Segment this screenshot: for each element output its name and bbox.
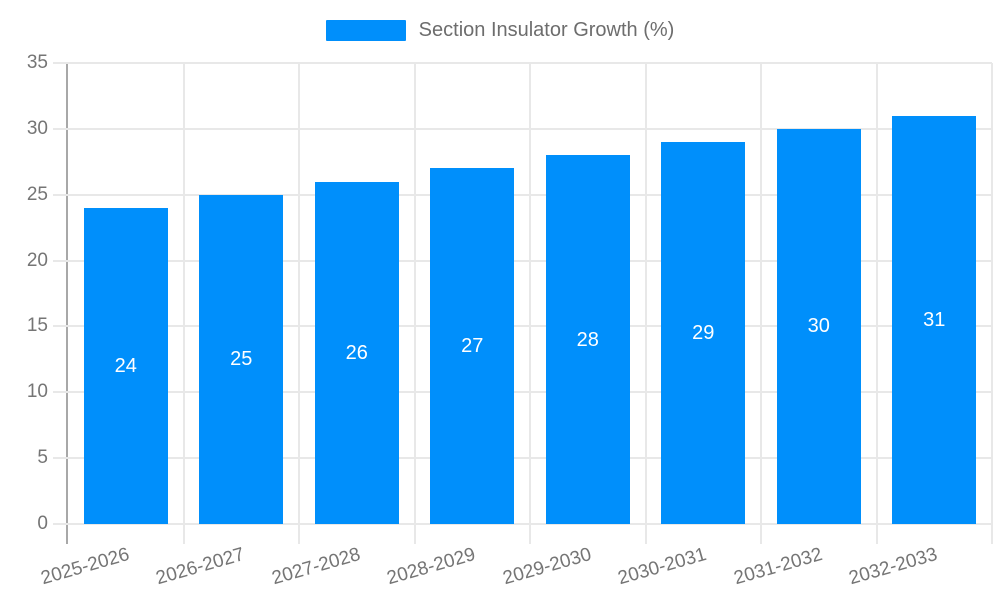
h-gridline xyxy=(53,523,992,525)
h-gridline xyxy=(53,62,992,64)
bar-2028-2029[interactable]: 27 xyxy=(430,168,515,524)
bar-value-label: 31 xyxy=(923,308,946,331)
bar-value-label: 30 xyxy=(807,315,830,338)
v-gridline xyxy=(644,63,647,544)
legend[interactable]: Section Insulator Growth (%) xyxy=(0,19,1000,42)
v-gridline xyxy=(298,63,300,544)
v-gridline xyxy=(991,63,993,544)
bar-2030-2031[interactable]: 29 xyxy=(661,142,746,524)
h-gridline xyxy=(53,127,992,130)
bar-value-label: 26 xyxy=(345,341,368,364)
y-axis-label: 20 xyxy=(26,249,48,271)
y-axis-line xyxy=(66,63,68,544)
y-axis-label: 30 xyxy=(26,117,48,139)
bar-2026-2027[interactable]: 25 xyxy=(199,194,284,524)
h-gridline xyxy=(53,391,992,394)
plot-area: 24 25 26 27 28 29 30 31 xyxy=(53,62,993,544)
bar-value-label: 27 xyxy=(461,335,484,358)
bar-2031-2032[interactable]: 30 xyxy=(776,128,861,524)
legend-label: Section Insulator Growth (%) xyxy=(418,19,675,41)
y-axis-label: 35 xyxy=(26,52,48,73)
y-axis-label: 25 xyxy=(26,183,48,205)
bar-2032-2033[interactable]: 31 xyxy=(892,115,977,524)
bar-2029-2030[interactable]: 28 xyxy=(545,155,630,524)
bar-2027-2028[interactable]: 26 xyxy=(314,181,399,524)
v-gridline xyxy=(760,63,762,544)
v-gridline xyxy=(182,63,185,544)
h-gridline xyxy=(53,193,992,196)
y-axis-label: 10 xyxy=(26,381,48,403)
bar-value-label: 25 xyxy=(230,348,253,371)
v-gridline xyxy=(875,63,878,544)
h-gridline xyxy=(53,259,992,262)
h-gridline xyxy=(53,457,992,460)
v-gridline xyxy=(529,63,531,544)
y-axis-label: 15 xyxy=(26,315,48,337)
y-axis-label: 5 xyxy=(37,447,48,469)
bar-value-label: 28 xyxy=(576,328,599,351)
bar-value-label: 24 xyxy=(114,354,137,377)
bar-2025-2026[interactable]: 24 xyxy=(83,207,168,524)
y-axis-label: 0 xyxy=(37,513,48,534)
legend-marker xyxy=(325,20,406,41)
h-gridline xyxy=(53,325,992,328)
bar-value-label: 29 xyxy=(692,322,715,345)
v-gridline xyxy=(413,63,416,544)
